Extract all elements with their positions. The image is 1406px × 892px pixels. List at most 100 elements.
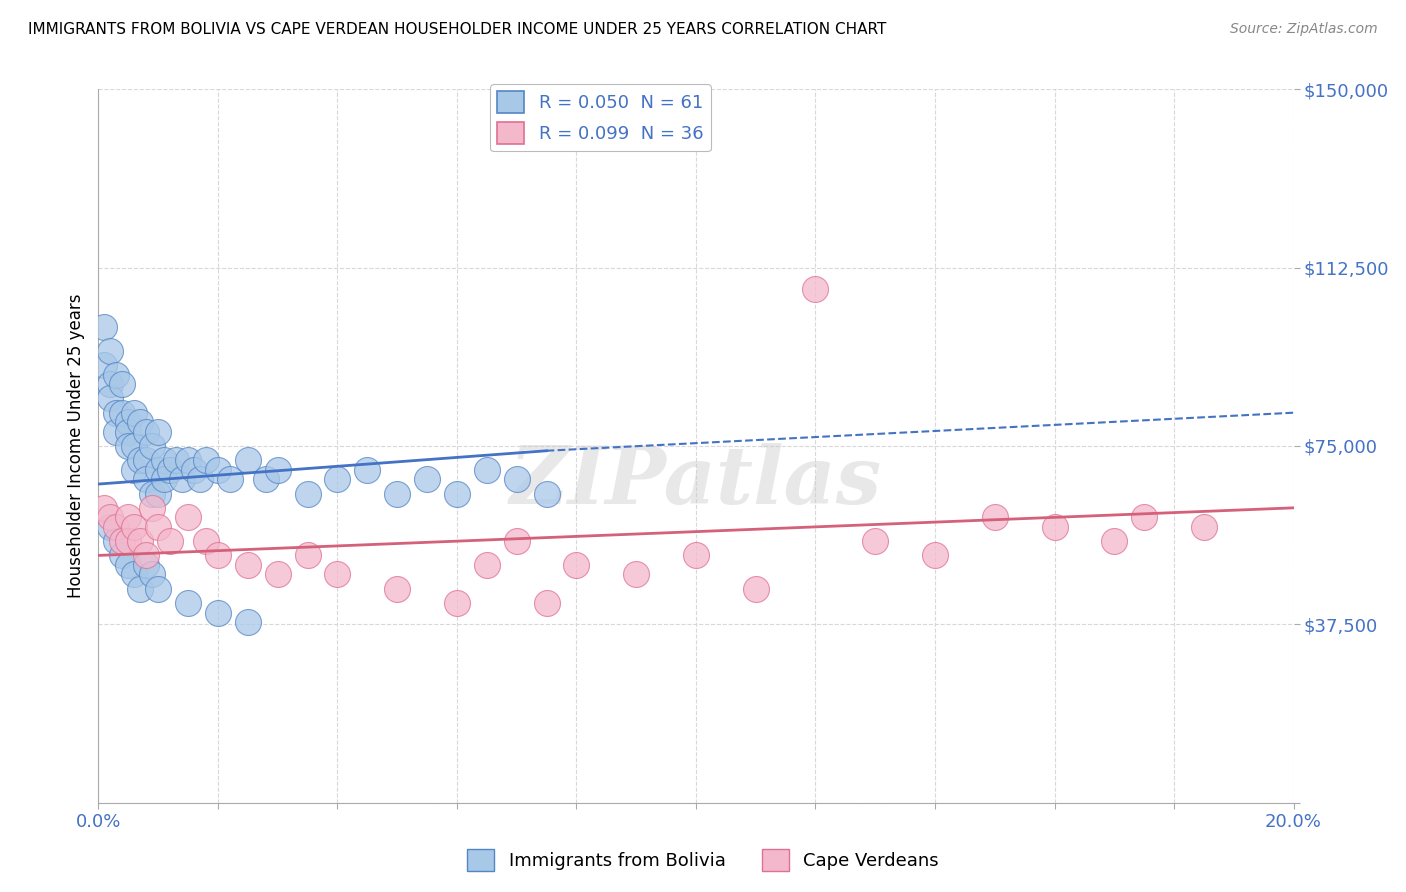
Point (117, 534, 139, 549)
Point (326, 472, 349, 486)
Point (219, 472, 242, 486)
Point (475, 463, 498, 477)
Point (536, 596, 558, 610)
Point (124, 567, 146, 582)
Point (148, 486, 170, 500)
Point (141, 500, 163, 515)
Point (124, 439, 146, 453)
Point (195, 453, 218, 467)
Point (267, 567, 290, 582)
Point (506, 472, 529, 486)
Point (1133, 510, 1156, 524)
Point (98, 510, 122, 524)
Point (124, 406, 146, 420)
Point (129, 534, 152, 549)
Point (446, 486, 468, 500)
Point (117, 510, 139, 524)
Point (446, 596, 468, 610)
Point (626, 567, 648, 582)
Point (207, 549, 229, 563)
Point (105, 425, 128, 439)
Point (124, 520, 146, 534)
Point (172, 472, 194, 486)
Point (105, 520, 128, 534)
Point (536, 486, 558, 500)
Point (924, 549, 946, 563)
Point (416, 472, 439, 486)
Point (297, 486, 319, 500)
Point (1043, 520, 1066, 534)
Point (141, 567, 163, 582)
Point (177, 453, 200, 467)
Point (135, 558, 157, 572)
Point (135, 453, 157, 467)
Point (129, 415, 152, 429)
Point (105, 406, 128, 420)
Point (385, 582, 409, 596)
Point (254, 472, 277, 486)
Point (93, 320, 115, 334)
Point (326, 567, 349, 582)
Point (117, 415, 139, 429)
Point (475, 558, 498, 572)
Point (177, 510, 200, 524)
Text: ZIPatlas: ZIPatlas (510, 443, 882, 520)
Point (385, 486, 409, 500)
Point (141, 439, 163, 453)
Point (98, 343, 122, 358)
Point (98, 392, 122, 406)
Point (236, 558, 259, 572)
Point (148, 425, 170, 439)
Point (267, 463, 290, 477)
Point (153, 472, 176, 486)
Point (745, 582, 768, 596)
Point (984, 510, 1007, 524)
Point (207, 606, 229, 620)
Point (236, 615, 259, 629)
Point (141, 486, 163, 500)
Point (188, 472, 211, 486)
Point (159, 463, 181, 477)
Point (135, 472, 157, 486)
Point (565, 558, 588, 572)
Point (356, 463, 378, 477)
Point (117, 558, 139, 572)
Point (685, 549, 707, 563)
Text: IMMIGRANTS FROM BOLIVIA VS CAPE VERDEAN HOUSEHOLDER INCOME UNDER 25 YEARS CORREL: IMMIGRANTS FROM BOLIVIA VS CAPE VERDEAN … (28, 22, 887, 37)
Point (93, 500, 115, 515)
Point (148, 582, 170, 596)
Point (195, 534, 218, 549)
Point (165, 453, 187, 467)
Point (93, 358, 115, 372)
Y-axis label: Householder Income Under 25 years: Householder Income Under 25 years (66, 293, 84, 599)
Point (148, 520, 170, 534)
Point (111, 534, 134, 549)
Point (1104, 534, 1126, 549)
Point (111, 377, 134, 392)
Point (865, 534, 887, 549)
Point (804, 282, 827, 296)
Point (117, 439, 139, 453)
Point (105, 534, 128, 549)
Legend: Immigrants from Bolivia, Cape Verdeans: Immigrants from Bolivia, Cape Verdeans (460, 842, 946, 879)
Point (177, 596, 200, 610)
Point (148, 463, 170, 477)
Text: Source: ZipAtlas.com: Source: ZipAtlas.com (1230, 22, 1378, 37)
Point (129, 582, 152, 596)
Point (98, 520, 122, 534)
Point (117, 425, 139, 439)
Point (124, 463, 146, 477)
Point (207, 463, 229, 477)
Point (98, 377, 122, 392)
Point (153, 453, 176, 467)
Point (297, 549, 319, 563)
Point (183, 463, 205, 477)
Point (1192, 520, 1215, 534)
Point (159, 534, 181, 549)
Point (506, 534, 529, 549)
Point (129, 453, 152, 467)
Point (111, 406, 134, 420)
Point (135, 425, 157, 439)
Point (135, 549, 157, 563)
Legend: R = 0.050  N = 61, R = 0.099  N = 36: R = 0.050 N = 61, R = 0.099 N = 36 (491, 84, 710, 152)
